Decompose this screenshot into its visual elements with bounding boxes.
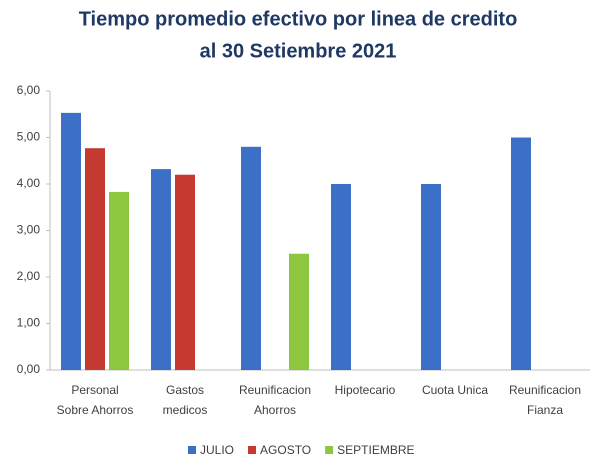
x-tick-label: Gastos <box>166 383 204 397</box>
chart-title: Tiempo promedio efectivo por linea de cr… <box>79 8 518 30</box>
bar <box>151 169 171 370</box>
bar <box>511 137 531 370</box>
legend-swatch <box>325 446 334 454</box>
y-tick-label: 1,00 <box>17 316 41 330</box>
bar <box>241 146 261 370</box>
chart-title: al 30 Setiembre 2021 <box>200 40 397 62</box>
y-tick-label: 0,00 <box>17 362 41 376</box>
x-tick-label: Reunificacion <box>239 383 311 397</box>
legend-label: SEPTIEMBRE <box>337 443 414 457</box>
bar <box>331 184 351 370</box>
legend-label: JULIO <box>200 443 234 457</box>
bar <box>85 148 105 370</box>
x-tick-label: Ahorros <box>254 403 296 417</box>
x-tick-label: Reunificacion <box>509 383 581 397</box>
x-tick-label: Personal <box>71 383 118 397</box>
x-tick-label: Cuota Unica <box>422 383 488 397</box>
bar <box>421 184 441 370</box>
y-tick-label: 2,00 <box>17 269 41 283</box>
x-tick-label: Sobre Ahorros <box>57 403 134 417</box>
y-tick-label: 3,00 <box>17 223 41 237</box>
y-tick-label: 4,00 <box>17 176 41 190</box>
bar <box>109 191 129 370</box>
x-tick-label: Hipotecario <box>335 383 396 397</box>
x-tick-label: Fianza <box>527 403 563 417</box>
x-tick-label: medicos <box>163 403 208 417</box>
bar <box>175 174 195 370</box>
y-tick-label: 6,00 <box>17 83 41 97</box>
legend-label: AGOSTO <box>260 443 311 457</box>
bar <box>289 253 309 370</box>
legend-swatch <box>188 446 196 454</box>
y-tick-label: 5,00 <box>17 130 41 144</box>
legend-swatch <box>248 446 257 454</box>
bar <box>61 112 81 370</box>
